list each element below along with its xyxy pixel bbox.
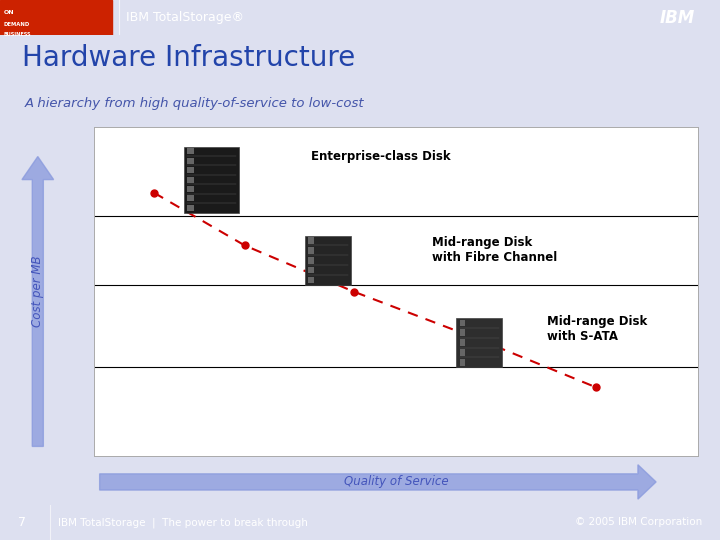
Text: 7: 7 xyxy=(18,516,26,529)
Bar xyxy=(308,247,314,254)
Bar xyxy=(187,167,194,173)
Bar xyxy=(459,320,465,326)
Text: IBM TotalStorage  |  The power to break through: IBM TotalStorage | The power to break th… xyxy=(58,517,307,528)
Bar xyxy=(459,329,465,336)
Text: DEMAND: DEMAND xyxy=(4,22,30,27)
Text: Enterprise-class Disk: Enterprise-class Disk xyxy=(311,150,451,163)
Text: Quality of Service: Quality of Service xyxy=(343,475,449,489)
Bar xyxy=(187,177,194,183)
Text: A hierarchy from high quality-of-service to low-cost: A hierarchy from high quality-of-service… xyxy=(25,97,365,110)
FancyArrow shape xyxy=(99,465,656,499)
Text: ON: ON xyxy=(4,10,14,15)
Text: Hardware Infrastructure: Hardware Infrastructure xyxy=(22,44,355,72)
Text: © 2005 IBM Corporation: © 2005 IBM Corporation xyxy=(575,517,702,528)
Bar xyxy=(187,148,194,154)
Bar xyxy=(305,235,351,285)
Text: Mid-range Disk
with S-ATA: Mid-range Disk with S-ATA xyxy=(547,315,647,343)
Bar xyxy=(456,318,502,367)
Bar xyxy=(308,237,314,244)
Bar xyxy=(459,359,465,366)
Text: BUSINESS: BUSINESS xyxy=(4,32,31,37)
Bar xyxy=(0,0,112,35)
Bar xyxy=(459,339,465,346)
Bar xyxy=(184,147,239,213)
Text: Cost per MB: Cost per MB xyxy=(31,256,45,327)
Bar xyxy=(308,277,314,284)
Bar xyxy=(187,186,194,192)
Bar xyxy=(187,205,194,211)
Bar xyxy=(308,267,314,273)
Bar xyxy=(187,158,194,164)
Text: Mid-range Disk
with Fibre Channel: Mid-range Disk with Fibre Channel xyxy=(432,235,557,264)
Bar xyxy=(187,195,194,201)
Text: IBM: IBM xyxy=(660,9,695,26)
FancyArrow shape xyxy=(22,157,53,447)
Bar xyxy=(308,257,314,264)
Bar xyxy=(459,349,465,356)
Text: IBM TotalStorage®: IBM TotalStorage® xyxy=(126,11,244,24)
